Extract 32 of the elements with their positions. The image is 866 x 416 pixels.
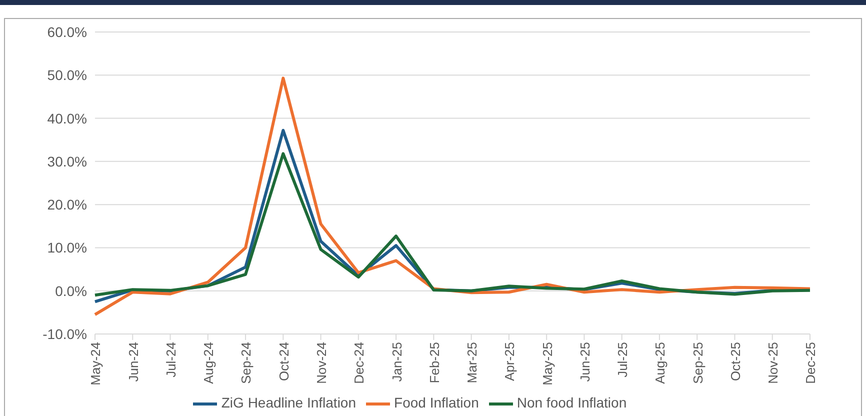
x-tick-label: Aug-25 xyxy=(652,342,668,384)
y-tick-label: -10.0% xyxy=(42,326,87,342)
x-tick-label: Nov-25 xyxy=(766,342,781,384)
x-tick-label: Feb-25 xyxy=(426,342,442,384)
line-series xyxy=(94,152,812,297)
x-tick-label: Mar-25 xyxy=(464,342,480,384)
y-tick-label: 20.0% xyxy=(47,196,87,213)
legend-label: ZiG Headline Inflation xyxy=(221,394,356,411)
x-tick-label: Jul-25 xyxy=(615,342,630,378)
x-tick-label: Apr-25 xyxy=(502,342,518,382)
x-tick-label: Jun-24 xyxy=(126,342,141,382)
x-tick-label: Dec-25 xyxy=(803,342,818,384)
x-tick-label: Sep-25 xyxy=(690,342,706,384)
y-tick-label: 0.0% xyxy=(55,282,87,299)
y-tick-label: 40.0% xyxy=(47,110,87,126)
x-tick-label: May-24 xyxy=(88,342,104,386)
x-tick-label: Oct-25 xyxy=(728,342,743,382)
x-tick-label: Jul-24 xyxy=(163,342,178,378)
legend-label: Food Inflation xyxy=(394,394,479,411)
legend-label: Non food Inflation xyxy=(516,394,627,411)
y-tick-label: 10.0% xyxy=(47,240,87,256)
x-tick-label: Sep-24 xyxy=(238,342,254,384)
x-tick-label: May-25 xyxy=(540,342,555,386)
y-tick-label: 50.0% xyxy=(47,67,87,84)
x-tick-label: Aug-24 xyxy=(201,342,216,384)
y-tick-label: 60.0% xyxy=(47,24,87,40)
x-tick-label: Nov-24 xyxy=(314,342,330,384)
x-tick-label: Dec-24 xyxy=(352,342,367,384)
x-tick-label: Jun-25 xyxy=(577,342,592,382)
x-tick-label: Oct-24 xyxy=(276,342,292,382)
x-tick-label: Jan-25 xyxy=(389,342,404,382)
y-tick-label: 30.0% xyxy=(47,153,87,170)
